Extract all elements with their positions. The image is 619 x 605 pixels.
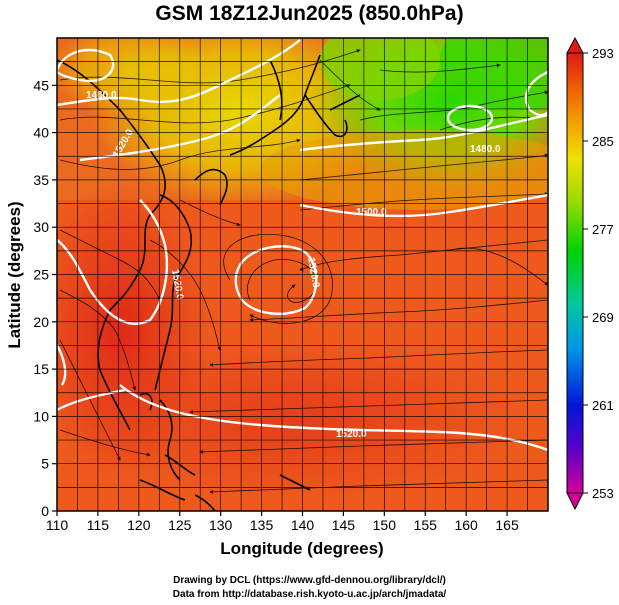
x-axis-title: Longitude (degrees) bbox=[220, 539, 383, 558]
x-tick-label: 120 bbox=[127, 517, 151, 533]
y-axis-title: Latitude (degrees) bbox=[5, 201, 24, 348]
x-tick-label: 145 bbox=[332, 517, 356, 533]
y-tick-label: 30 bbox=[33, 219, 49, 235]
contour-label: 1480.0 bbox=[470, 144, 501, 155]
colorbar-min-arrow bbox=[566, 492, 584, 511]
colorbar: 253 261 269 277 285 293 bbox=[566, 36, 614, 511]
credit-data-source: Data from http://database.rish.kyoto-u.a… bbox=[172, 589, 447, 600]
contour-label: 1520.0 bbox=[336, 429, 367, 440]
colorbar-scale bbox=[566, 52, 584, 494]
contour-label: 1520.0 bbox=[169, 269, 185, 301]
colorbar-tick-label: 285 bbox=[592, 134, 614, 149]
y-tick-label: 45 bbox=[33, 77, 49, 93]
x-tick-label: 130 bbox=[209, 517, 233, 533]
x-tick-label: 110 bbox=[46, 517, 69, 533]
x-tick-label: 125 bbox=[168, 517, 192, 533]
y-tick-label: 35 bbox=[33, 172, 49, 188]
x-tick-label: 135 bbox=[250, 517, 274, 533]
y-tick-label: 15 bbox=[33, 361, 49, 377]
colorbar-tick-label: 261 bbox=[592, 398, 614, 413]
y-tick-label: 20 bbox=[33, 314, 49, 330]
x-tick-label: 165 bbox=[495, 517, 519, 533]
y-tick-label: 10 bbox=[33, 408, 49, 424]
colorbar-tick-label: 269 bbox=[592, 310, 614, 325]
lat-lon-grid bbox=[57, 38, 548, 511]
colorbar-tick-label: 293 bbox=[592, 46, 614, 61]
map-title: GSM 18Z12Jun2025 (850.0hPa) bbox=[155, 2, 464, 25]
colorbar-tick-label: 253 bbox=[592, 486, 614, 501]
contour-label: 1500.0 bbox=[356, 207, 387, 218]
colorbar-tick-label: 277 bbox=[592, 222, 614, 237]
y-tick-label: 5 bbox=[41, 456, 49, 472]
credit-dcl: Drawing by DCL (https://www.gfd-dennou.o… bbox=[173, 575, 446, 586]
wind-streamlines bbox=[59, 49, 548, 494]
x-axis-ticks: 110 115 120 125 130 135 140 145 150 155 160 165 bbox=[46, 511, 519, 533]
contour-label: 1520.0 bbox=[305, 257, 321, 289]
colorbar-max-arrow bbox=[566, 36, 584, 54]
y-tick-label: 0 bbox=[41, 503, 49, 519]
y-tick-label: 25 bbox=[33, 267, 49, 283]
x-tick-label: 160 bbox=[454, 517, 478, 533]
contour-label: 1460.0 bbox=[86, 90, 117, 101]
x-tick-label: 150 bbox=[373, 517, 397, 533]
y-tick-label: 40 bbox=[33, 125, 49, 141]
coastlines bbox=[57, 54, 361, 511]
x-tick-label: 140 bbox=[291, 517, 315, 533]
y-axis-ticks: 0 5 10 15 20 25 30 35 40 45 bbox=[33, 77, 57, 519]
x-tick-label: 155 bbox=[414, 517, 438, 533]
x-tick-label: 115 bbox=[87, 517, 110, 533]
